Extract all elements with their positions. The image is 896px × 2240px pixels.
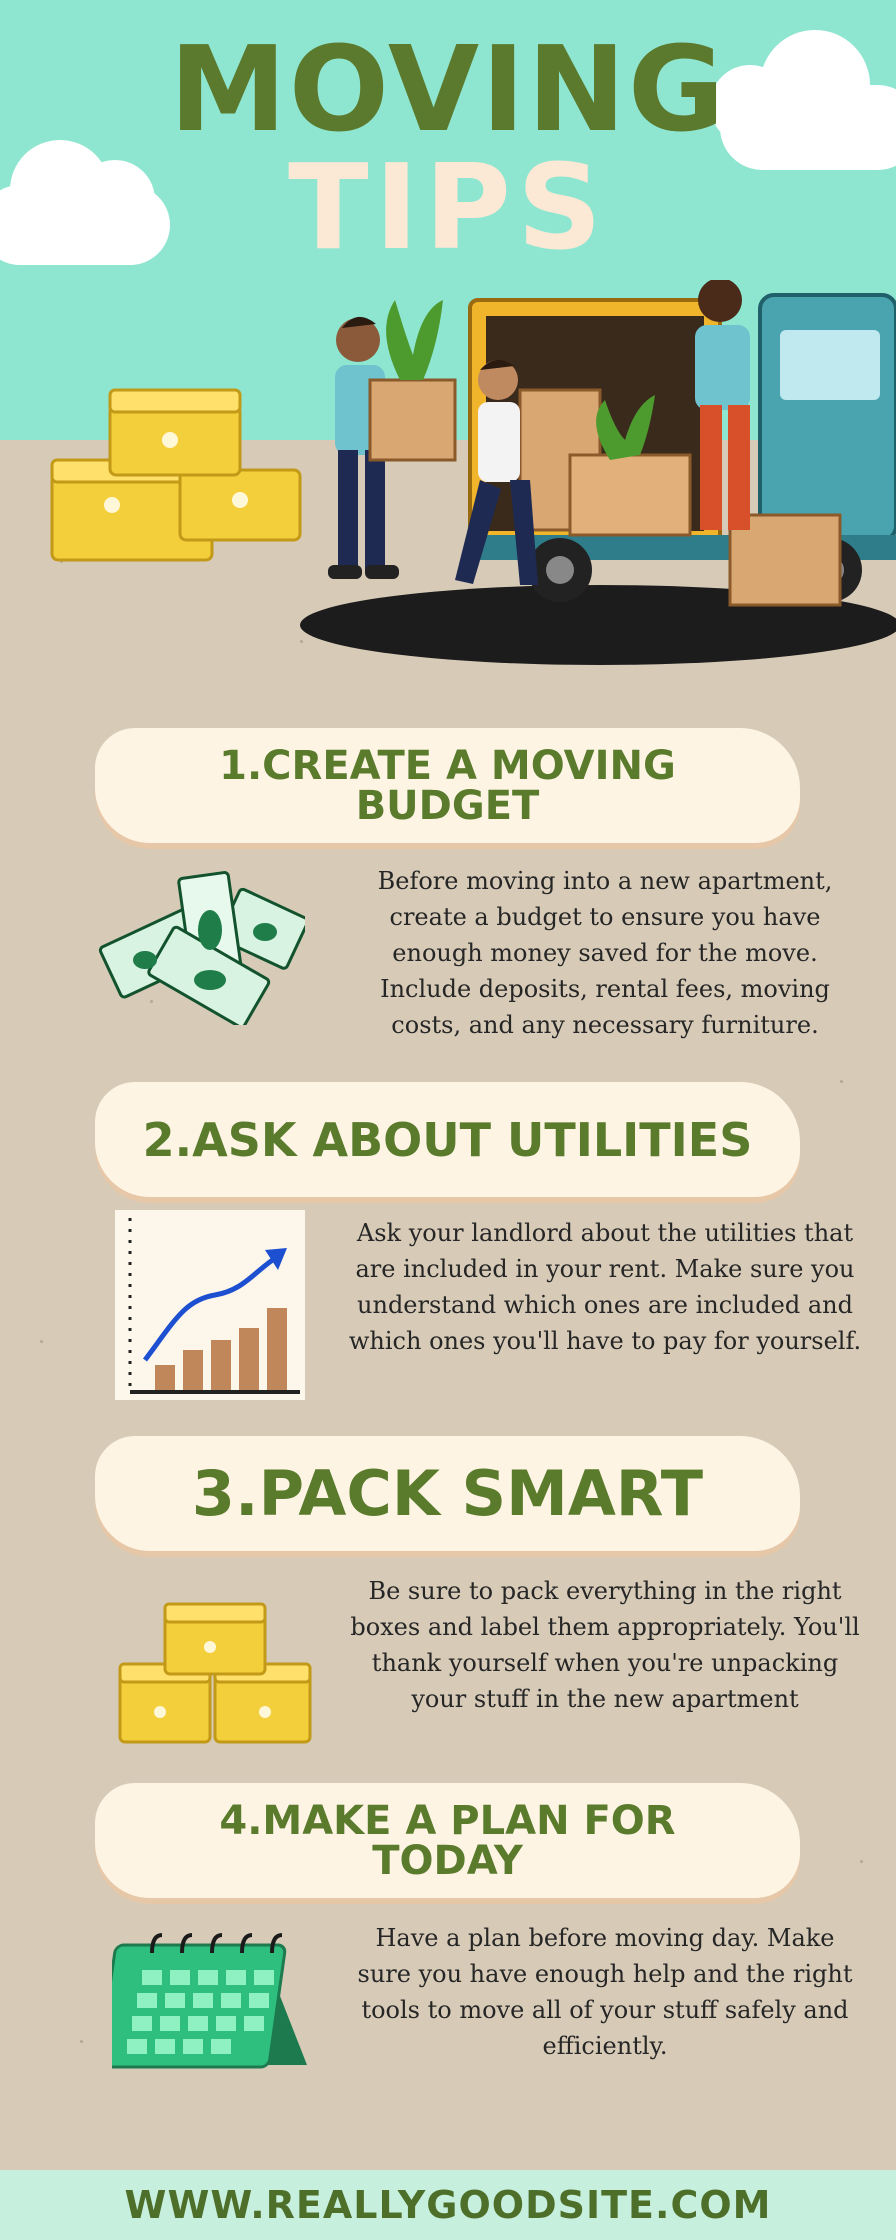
tip-1-description: Before moving into a new apartment, crea… bbox=[377, 867, 833, 1039]
cloud-right bbox=[710, 30, 896, 170]
mover-left bbox=[328, 300, 457, 579]
yellow-boxes-stack bbox=[50, 388, 302, 562]
calendar-icon bbox=[112, 1933, 307, 2069]
mover-right bbox=[695, 280, 750, 530]
tip-2-title: 2.ASK ABOUT UTILITIES bbox=[142, 1112, 753, 1167]
movers-loading-truck-illustration bbox=[50, 280, 896, 665]
tip-4-title: 4.MAKE A PLAN FOR TODAY bbox=[219, 1797, 676, 1884]
tip-4-description: Have a plan before moving day. Make sure… bbox=[357, 1924, 853, 2060]
tip-1-title: 1.CREATE A MOVING BUDGET bbox=[219, 742, 676, 829]
chart-icon bbox=[115, 1210, 305, 1400]
tip-4-title-card: 4.MAKE A PLAN FOR TODAY bbox=[95, 1783, 800, 1898]
boxes-icon bbox=[118, 1602, 312, 1744]
mover-middle bbox=[455, 359, 538, 585]
tip-1-title-card: 1.CREATE A MOVING BUDGET bbox=[95, 728, 800, 843]
website-link[interactable]: WWW.REALLYGOODSITE.COM bbox=[124, 2183, 772, 2227]
tip-2-title-card: 2.ASK ABOUT UTILITIES bbox=[95, 1082, 800, 1197]
tip-3-title-card: 3.PACK SMART bbox=[95, 1436, 800, 1551]
tip-3-title: 3.PACK SMART bbox=[191, 1456, 704, 1530]
cloud-left bbox=[0, 140, 170, 265]
footer-bar: WWW.REALLYGOODSITE.COM bbox=[0, 2170, 896, 2240]
tip-2-description: Ask your landlord about the utilities th… bbox=[348, 1219, 862, 1355]
money-icon bbox=[98, 871, 305, 1025]
tip-3-description: Be sure to pack everything in the right … bbox=[350, 1577, 860, 1713]
title-tips: TIPS bbox=[288, 138, 608, 276]
title-moving: MOVING bbox=[169, 20, 727, 158]
